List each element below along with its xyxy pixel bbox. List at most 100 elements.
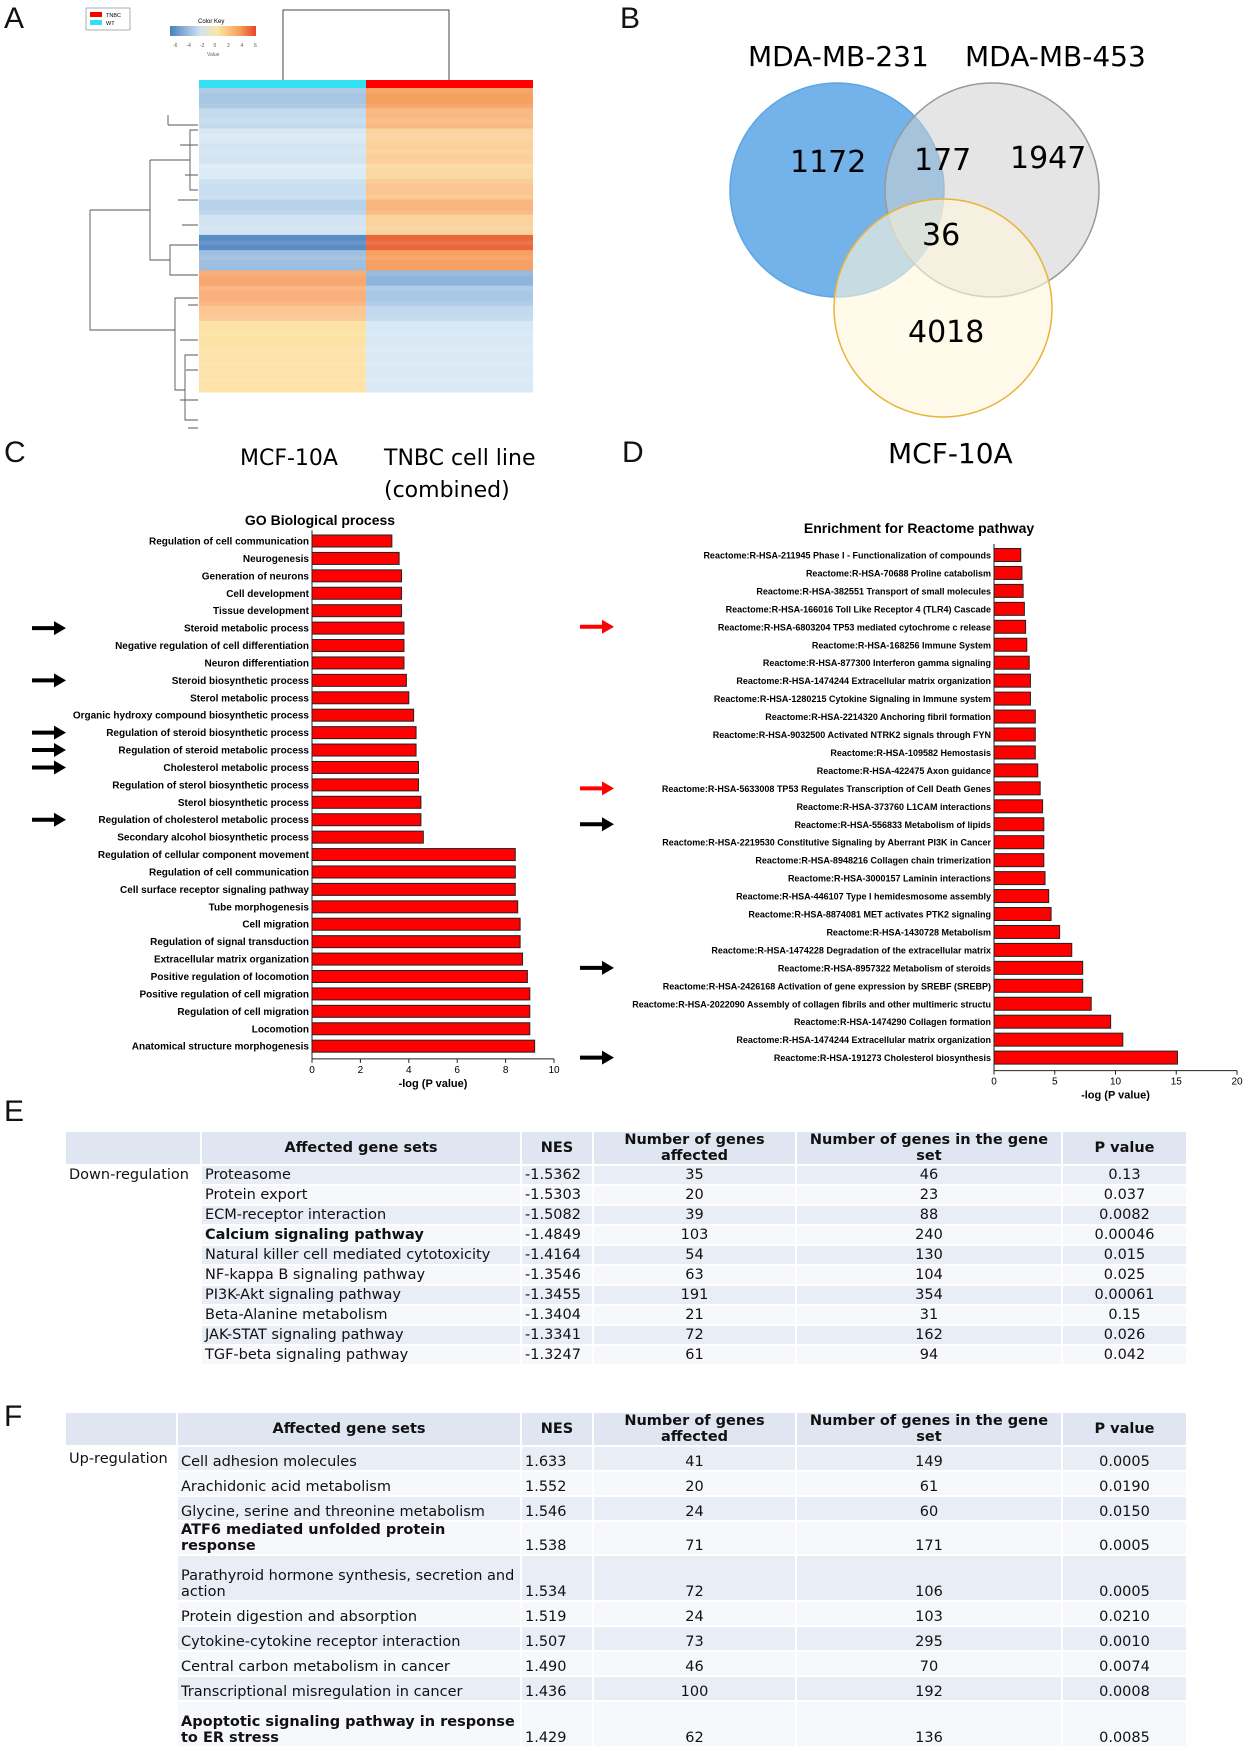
table-row: Transcriptional misregulation in cancer 1… [66,1677,1186,1700]
bar [311,639,405,653]
heatmap-cells [199,88,533,393]
genes-affected-cell: 62 [594,1702,795,1746]
genes-affected-cell: 73 [594,1627,795,1650]
x-axis-label: -log (P value) [1081,1090,1150,1102]
legend-label-tnbc: TNBC [106,13,121,19]
bar [311,743,417,757]
bar [993,871,1046,886]
category-label: Reactome:R-HSA-8957322 Metabolism of ste… [778,963,991,973]
heatmap-cell [366,164,533,170]
nes-cell: 1.552 [522,1472,592,1495]
heatmap-cell [366,265,533,271]
heatmap-cell [366,229,533,236]
genes-affected-cell: 72 [594,1326,795,1344]
category-label: Reactome:R-HSA-6803204 TP53 mediated cyt… [718,622,991,632]
highlight-arrow [580,1050,614,1065]
category-label: Regulation of sterol biosynthetic proces… [112,780,309,791]
heatmap-cell [199,103,366,109]
row-group-label: Up-regulation [66,1447,176,1470]
category-label: Reactome:R-HSA-382551 Transport of small… [756,586,991,596]
heatmap-cell [366,245,533,251]
nes-cell: 1.538 [522,1522,592,1554]
gene-set-cell: Natural killer cell mediated cytotoxicit… [202,1246,520,1264]
p-value-cell: 0.0210 [1063,1602,1186,1625]
nes-cell: -1.5362 [522,1166,592,1184]
category-label: Reactome:R-HSA-2214320 Anchoring fibril … [765,712,991,722]
heatmap-cell [366,158,533,165]
heatmap-cell [366,371,533,378]
table-row: TGF-beta signaling pathway -1.3247 61 94 0.0… [66,1346,1186,1364]
highlight-arrow [580,781,614,796]
heatmap-cell [199,255,366,261]
category-label: Reactome:R-HSA-1430728 Metabolism [826,927,991,937]
heatmap-cell [366,128,533,135]
col-label-tnbc: TNBC cell line [383,446,536,471]
row-group-label [66,1652,176,1675]
bar [311,691,410,705]
header-nes: NES [522,1413,592,1445]
heatmap-cell [199,265,366,271]
nes-cell: 1.507 [522,1627,592,1650]
x-tick-label: 0 [309,1065,315,1076]
bar [311,813,422,827]
col-label-combined: (combined) [384,478,510,503]
heatmap-cell [366,179,533,185]
category-label: Secondary alcohol biosynthetic process [117,833,309,844]
heatmap-cell [199,184,366,190]
genes-in-set-cell: 354 [797,1286,1061,1304]
bar [311,551,400,565]
gene-set-cell: Protein digestion and absorption [178,1602,520,1625]
category-label: Reactome:R-HSA-166016 Toll Like Receptor… [726,604,991,614]
bar [993,853,1045,868]
genes-affected-cell: 46 [594,1652,795,1675]
heatmap-cell [199,300,366,307]
heatmap-cell [366,214,533,221]
nes-cell: -1.3341 [522,1326,592,1344]
heatmap-cell [199,153,366,160]
table-row: Central carbon metabolism in cancer 1.490… [66,1652,1186,1675]
category-label: Negative regulation of cell differentiat… [115,641,309,652]
highlight-arrow [32,725,66,740]
row-group-label [66,1206,200,1224]
genes-in-set-cell: 61 [797,1472,1061,1495]
genes-affected-cell: 24 [594,1497,795,1520]
bar [311,830,424,844]
heatmap-cell [199,234,366,241]
p-value-cell: 0.0150 [1063,1497,1186,1520]
genes-affected-cell: 24 [594,1602,795,1625]
x-tick-label: 10 [548,1065,560,1076]
genes-in-set-cell: 149 [797,1447,1061,1470]
venn-count-all: 36 [922,218,960,253]
nes-cell: -1.4849 [522,1226,592,1244]
nes-cell: -1.5082 [522,1206,592,1224]
x-tick-label: 20 [1231,1077,1243,1088]
header-genes-in-set: Number of genes in the gene set [797,1413,1061,1445]
bar [993,583,1024,598]
x-axis-label: -log (P value) [399,1078,468,1090]
gene-set-cell: Cytokine-cytokine receptor interaction [178,1627,520,1650]
bar [993,548,1022,562]
header-blank [66,1413,176,1445]
color-key-tick: -6 [173,43,178,49]
gene-set-cell: Beta-Alanine metabolism [202,1306,520,1324]
category-label: Reactome:R-HSA-422475 Axon guidance [817,766,991,776]
color-key-gradient [170,26,256,36]
heatmap-cell [366,260,533,266]
heatmap-cell [366,366,533,373]
header-gene-sets: Affected gene sets [202,1132,520,1164]
category-label: Tissue development [213,606,310,617]
table-row: PI3K-Akt signaling pathway -1.3455 191 354 0… [66,1286,1186,1304]
category-label: Reactome:R-HSA-2426168 Activation of gen… [663,981,991,991]
heatmap-cell [199,321,366,327]
heatmap-cell [199,108,366,114]
heatmap-cell [199,270,366,276]
table-row: NF-kappa B signaling pathway -1.3546 63 104… [66,1266,1186,1284]
color-key-tick: 2 [227,43,230,49]
heatmap-cell [366,209,533,216]
category-label: Cell development [226,589,309,600]
table-header-row: Affected gene sets NES Number of genes a… [66,1413,1186,1445]
heatmap-cell [199,280,366,287]
heatmap-cell [199,189,366,195]
genes-in-set-cell: 103 [797,1602,1061,1625]
color-key: Color Key -6 -4 -2 0 2 4 6 Value [170,19,257,58]
